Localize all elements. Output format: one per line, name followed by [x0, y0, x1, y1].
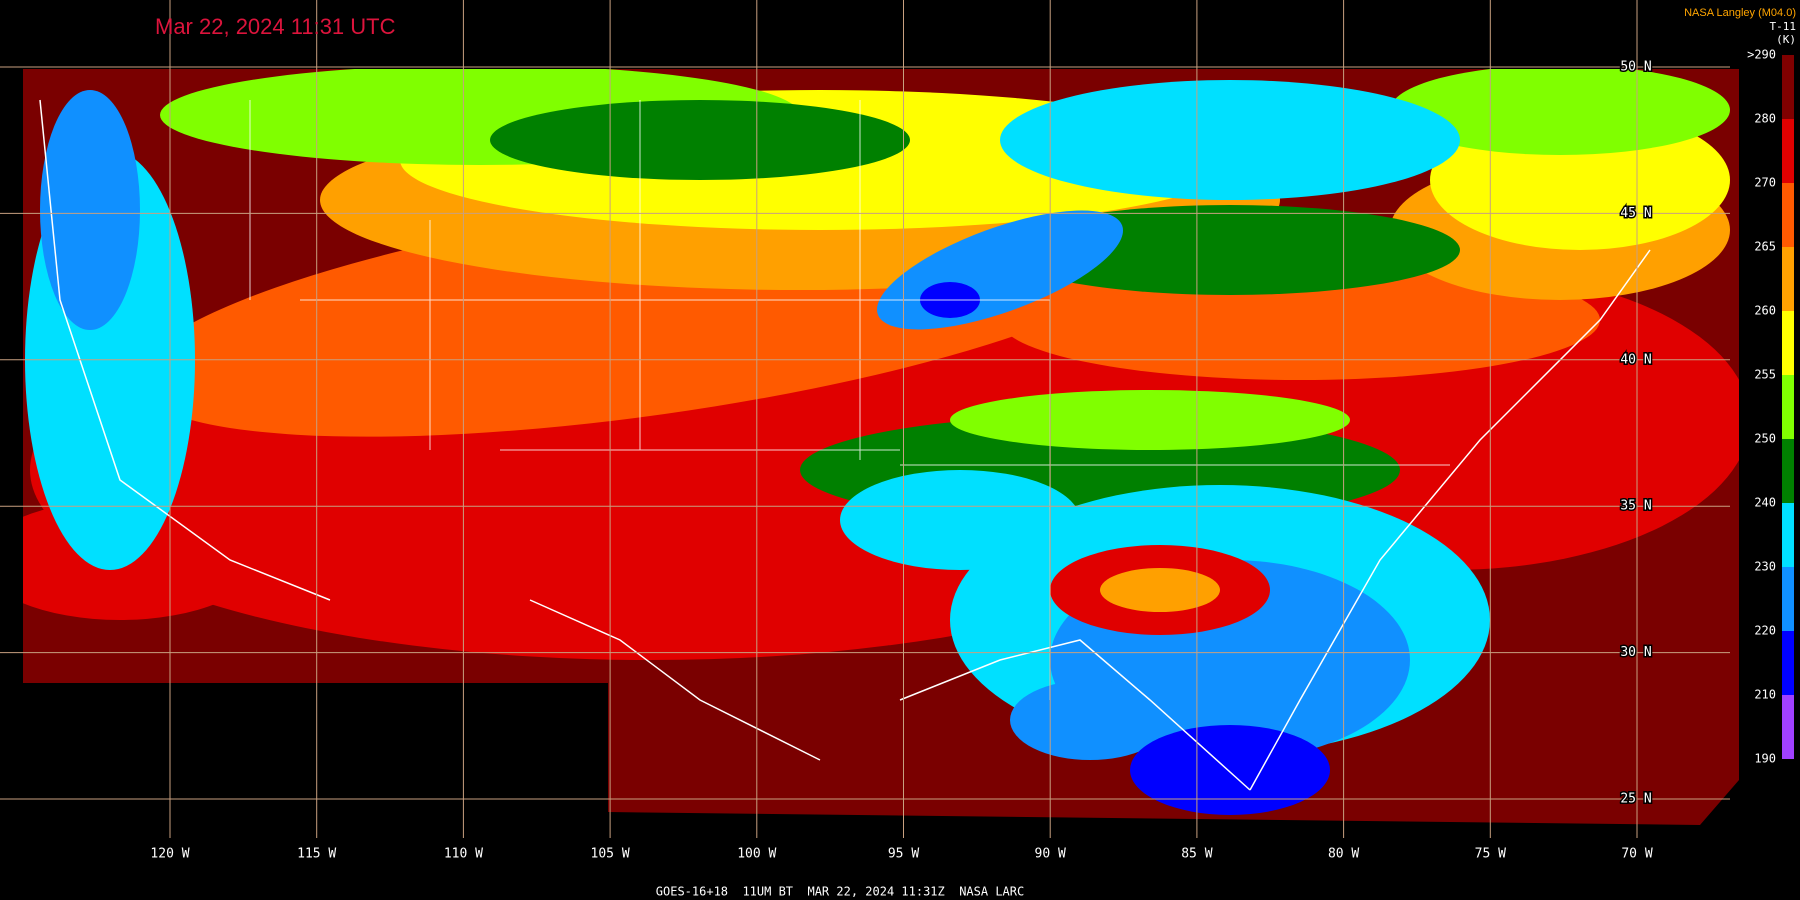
colorbar-segment: [1782, 503, 1794, 567]
longitude-label: 105 W: [591, 847, 630, 862]
latitude-label: 40 N: [1620, 352, 1651, 367]
longitude-label: 100 W: [737, 847, 776, 862]
longitude-label: 110 W: [444, 847, 483, 862]
colorbar-segment: [1782, 119, 1794, 183]
colorbar-label: 270: [1754, 176, 1776, 190]
colorbar-segment: [1782, 375, 1794, 439]
colorbar-label: 190: [1754, 752, 1776, 766]
latitude-label: 50 N: [1620, 60, 1651, 75]
colorbar-title: T-11: [1770, 20, 1797, 33]
longitude-label: 75 W: [1475, 847, 1506, 862]
coastline: [39, 99, 1651, 791]
longitude-label: 80 W: [1328, 847, 1359, 862]
colorbar-label: 260: [1754, 304, 1776, 318]
longitude-label: 70 W: [1621, 847, 1652, 862]
colorbar-segment: [1782, 695, 1794, 759]
latitude-label: 25 N: [1620, 792, 1651, 807]
timestamp: Mar 22, 2024 11:31 UTC: [155, 14, 396, 39]
colorbar-segment: [1782, 567, 1794, 631]
colorbar-label: 230: [1754, 560, 1776, 574]
longitude-label: 95 W: [888, 847, 919, 862]
colorbar-segment: [1782, 631, 1794, 695]
longitude-label: 90 W: [1035, 847, 1066, 862]
colorbar-label: 210: [1754, 688, 1776, 702]
colorbar-label: 220: [1754, 624, 1776, 638]
footer: GOES-16+18 11UM BT MAR 22, 2024 11:31Z N…: [656, 885, 1024, 899]
colorbar-label: 250: [1754, 432, 1776, 446]
colorbar-segment: [1782, 183, 1794, 247]
latitude-label: 45 N: [1620, 206, 1651, 221]
longitude-label: 85 W: [1181, 847, 1212, 862]
longitude-label: 115 W: [297, 847, 336, 862]
longitude-label: 120 W: [150, 847, 189, 862]
colorbar-label: 265: [1754, 240, 1776, 254]
source-label: NASA Langley (M04.0): [1684, 7, 1796, 19]
colorbar-label: 240: [1754, 496, 1776, 510]
latitude-label: 35 N: [1620, 499, 1651, 514]
colorbar-label: >290: [1747, 48, 1776, 62]
colorbar-label: 255: [1754, 368, 1776, 382]
colorbar-label: 280: [1754, 112, 1776, 126]
colorbar-segment: [1782, 247, 1794, 311]
colorbar-segment: [1782, 55, 1794, 119]
colorbar-segment: [1782, 439, 1794, 503]
latitude-label: 30 N: [1620, 645, 1651, 660]
colorbar-unit: (K): [1776, 33, 1796, 46]
graticule: 120 W 115 W 110 W 105 W 100 W 95 W 90 W 85 W 80 …: [0, 0, 1730, 862]
colorbar-segment: [1782, 311, 1794, 375]
colorbar: >290 280 270 265 260 255 250 240 230 220 210 190: [1747, 48, 1794, 766]
